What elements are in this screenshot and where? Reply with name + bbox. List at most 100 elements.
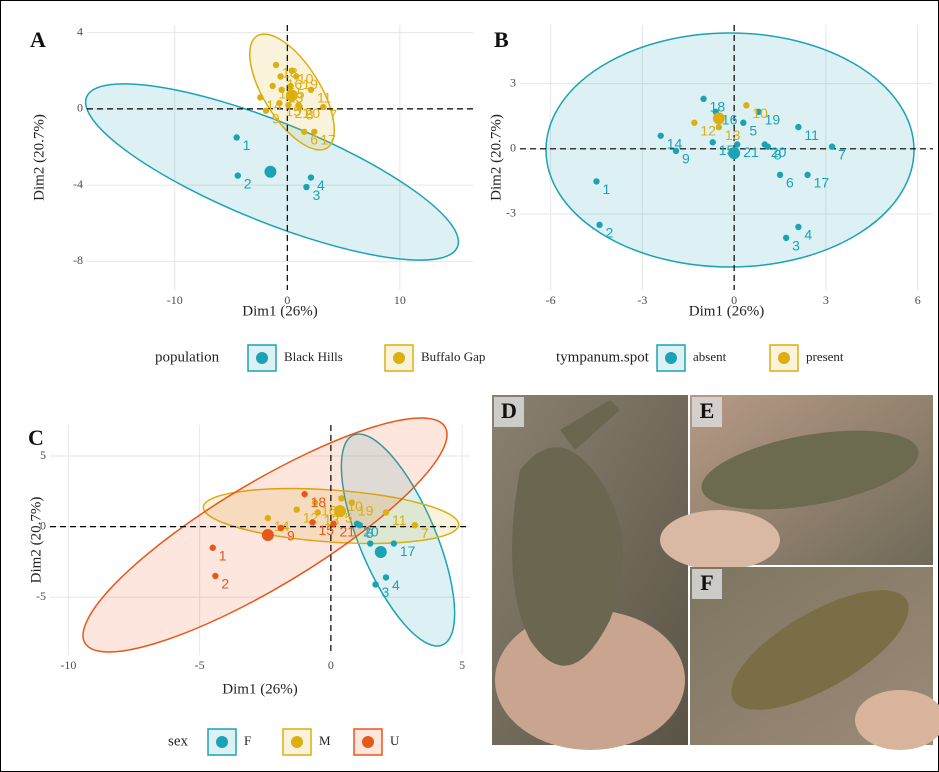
point-label: 3 — [382, 584, 390, 600]
legend-label: absent — [693, 349, 727, 364]
x-tick-label: 5 — [459, 658, 465, 672]
point — [338, 495, 344, 501]
point-label: 21 — [294, 105, 310, 121]
legend-title: sex — [168, 733, 188, 749]
photo-f — [690, 567, 939, 750]
legend-symbol — [778, 352, 790, 364]
legend-label: Black Hills — [284, 349, 343, 364]
y-tick-label: -3 — [506, 206, 516, 220]
group-mean — [728, 147, 740, 159]
legend-symbol — [362, 736, 374, 748]
point-label: 18 — [710, 99, 726, 115]
figure: -10010-8-4041234567891011121314151617181… — [0, 0, 939, 772]
legend-symbol — [256, 352, 268, 364]
point-label: 1 — [243, 137, 251, 153]
y-tick-label: -5 — [36, 589, 46, 603]
point — [383, 574, 389, 580]
point — [301, 129, 307, 135]
point-label: 1 — [602, 181, 610, 197]
point-label: 11 — [392, 512, 407, 528]
legend-title: tympanum.spot — [556, 349, 650, 365]
point-label: 20 — [363, 523, 379, 539]
point — [301, 491, 307, 497]
point-label: 12 — [700, 122, 716, 138]
photo-label: E — [700, 398, 715, 423]
point-label: 9 — [682, 151, 690, 167]
point — [212, 573, 218, 579]
point — [285, 102, 291, 108]
x-tick-label: -3 — [637, 293, 647, 307]
point-label: 19 — [302, 76, 318, 92]
y-tick-label: 0 — [510, 141, 516, 155]
point — [593, 178, 599, 184]
x-axis-label: Dim1 (26%) — [689, 303, 764, 319]
x-axis-label: Dim1 (26%) — [242, 303, 317, 319]
legend-label: present — [806, 349, 844, 364]
point-label: 7 — [329, 107, 337, 123]
point — [795, 124, 801, 130]
legend-label: U — [390, 733, 400, 748]
y-tick-label: 4 — [77, 24, 83, 38]
point — [391, 540, 397, 546]
point — [235, 172, 241, 178]
photo-label: F — [700, 570, 713, 595]
y-axis-label: Dim2 (20.7%) — [28, 497, 44, 584]
photo-d — [492, 395, 688, 750]
point-label: 10 — [752, 105, 768, 121]
legend-label: Buffalo Gap — [421, 349, 485, 364]
x-tick-label: 3 — [823, 293, 829, 307]
point — [777, 172, 783, 178]
point — [330, 521, 336, 527]
point-label: 18 — [311, 494, 327, 510]
point — [315, 509, 321, 515]
group-mean — [713, 112, 725, 124]
point — [349, 499, 355, 505]
point-label: 21 — [340, 523, 356, 539]
point — [265, 515, 271, 521]
point — [710, 139, 716, 145]
point — [372, 581, 378, 587]
point-label: 2 — [606, 225, 614, 241]
point — [257, 94, 263, 100]
point — [412, 522, 418, 528]
x-tick-label: 10 — [394, 293, 406, 307]
point-label: 7 — [421, 525, 429, 541]
legend-symbol — [216, 736, 228, 748]
point — [658, 133, 664, 139]
point-label: 14 — [667, 135, 683, 151]
y-tick-label: 3 — [510, 75, 516, 89]
point — [829, 143, 835, 149]
point — [795, 224, 801, 230]
x-tick-label: -6 — [546, 293, 556, 307]
point — [303, 184, 309, 190]
x-tick-label: 6 — [915, 293, 921, 307]
y-axis-label: Dim2 (20.7%) — [488, 114, 504, 201]
photo-label: D — [501, 398, 517, 423]
point-label: 4 — [317, 177, 325, 193]
group-mean — [264, 166, 276, 178]
point — [691, 120, 697, 126]
point — [596, 222, 602, 228]
group-mean — [262, 529, 274, 541]
point — [740, 120, 746, 126]
y-tick-label: -4 — [73, 177, 83, 191]
point-label: 17 — [814, 175, 830, 191]
legend-label: F — [244, 733, 251, 748]
point-label: 1 — [219, 547, 227, 563]
point — [278, 525, 284, 531]
point — [367, 540, 373, 546]
point-label: 20 — [771, 144, 787, 160]
point-label: 6 — [786, 175, 794, 191]
point — [293, 73, 299, 79]
point-label: 2 — [221, 576, 229, 592]
point — [278, 87, 284, 93]
point — [294, 506, 300, 512]
point-label: 9 — [287, 528, 295, 544]
point-label: 21 — [743, 144, 759, 160]
legend-label: M — [319, 733, 331, 748]
point-label: 13 — [725, 127, 741, 143]
y-axis-label: Dim2 (20.7%) — [31, 114, 47, 201]
group-mean — [286, 90, 298, 102]
point-label: 11 — [317, 90, 332, 106]
panel-label: A — [30, 27, 46, 52]
